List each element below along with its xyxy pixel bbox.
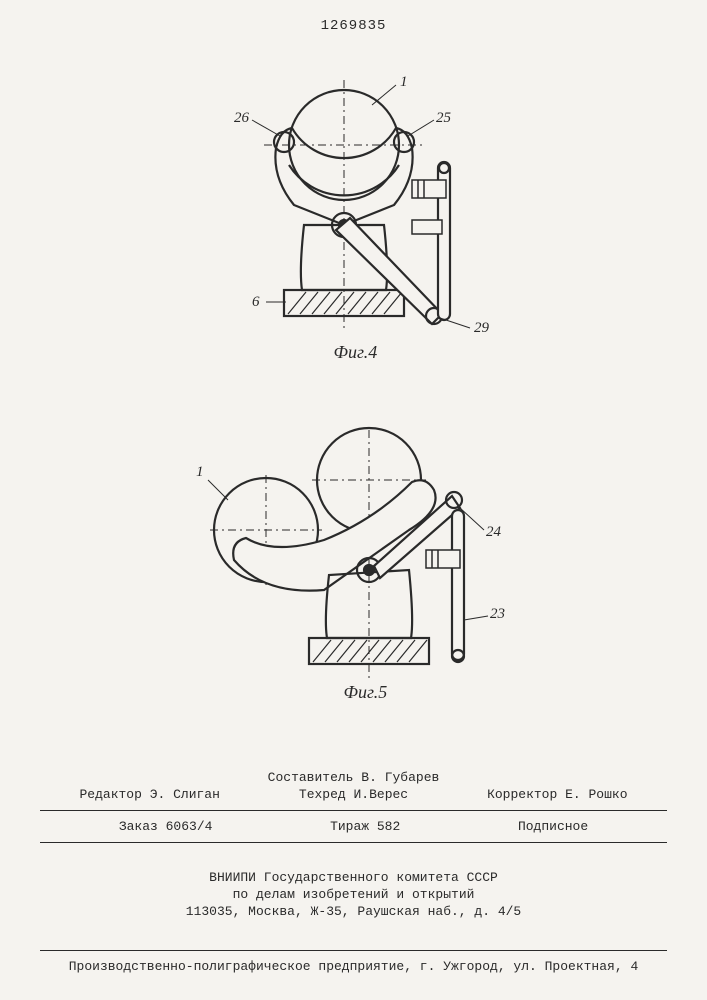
callout-26: 26 bbox=[234, 110, 250, 126]
fig4-label: Фиг.4 bbox=[334, 342, 378, 363]
callout-29: 29 bbox=[474, 320, 490, 336]
footer-line-1: ВНИИПИ Государственного комитета СССР bbox=[0, 870, 707, 887]
techred: Техред И.Верес bbox=[299, 787, 408, 802]
corrector: Корректор Е. Рошко bbox=[487, 787, 627, 802]
footer-block: ВНИИПИ Государственного комитета СССР по… bbox=[0, 870, 707, 921]
callout-23: 23 bbox=[490, 606, 505, 622]
compiler-line: Составитель В. Губарев bbox=[0, 770, 707, 785]
bottom-line: Производственно-полиграфическое предприя… bbox=[40, 950, 667, 974]
page-number: 1269835 bbox=[321, 18, 387, 34]
fig5-label: Фиг.5 bbox=[344, 682, 388, 703]
subscription: Подписное bbox=[518, 819, 588, 834]
footer-line-3: 113035, Москва, Ж-35, Раушская наб., д. … bbox=[0, 904, 707, 921]
callout-24: 24 bbox=[486, 524, 502, 540]
footer-line-2: по делам изобретений и открытий bbox=[0, 887, 707, 904]
credits-block: Составитель В. Губарев Редактор Э. Слига… bbox=[0, 770, 707, 851]
editor: Редактор Э. Слиган bbox=[79, 787, 219, 802]
figure-4: 1 26 25 6 29 Фиг.4 bbox=[184, 70, 524, 384]
callout-1b: 1 bbox=[196, 464, 204, 480]
callout-6: 6 bbox=[252, 294, 260, 310]
callout-1: 1 bbox=[400, 74, 408, 90]
order-no: Заказ 6063/4 bbox=[119, 819, 213, 834]
figure-5: 1 24 23 Фиг.5 bbox=[174, 420, 534, 724]
callout-25: 25 bbox=[436, 110, 452, 126]
tirage: Тираж 582 bbox=[330, 819, 400, 834]
divider-2 bbox=[40, 842, 667, 843]
divider-1 bbox=[40, 810, 667, 811]
